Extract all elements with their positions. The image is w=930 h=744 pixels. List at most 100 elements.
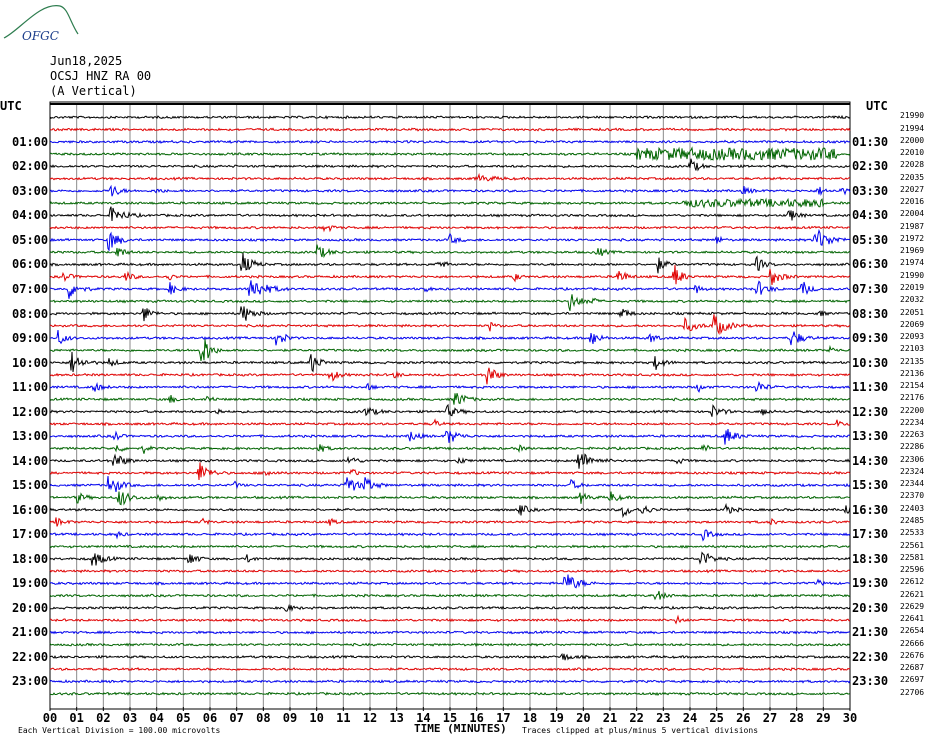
right-hour-label: 22:30 <box>852 649 889 664</box>
logo-text: OFGC <box>22 29 59 43</box>
right-hour-label: 12:30 <box>852 404 889 419</box>
left-hour-label: 19:00 <box>12 576 49 591</box>
x-tick-label: 16 <box>469 711 484 725</box>
trace-line <box>49 517 850 527</box>
left-hour-label: 17:00 <box>12 527 49 542</box>
left-hour-label: 22:00 <box>12 649 49 664</box>
left-hour-label: 18:00 <box>12 551 49 566</box>
trace-line <box>49 429 851 445</box>
trace-count-label: 21969 <box>900 246 925 256</box>
ofgc-logo: OFGC <box>3 5 79 43</box>
trace-count-label: 22263 <box>900 430 925 440</box>
trace-count-label: 22621 <box>900 589 925 599</box>
trace-count-label: 22706 <box>900 687 925 697</box>
x-axis-title: TIME (MINUTES) <box>414 722 507 735</box>
trace-count-label: 22051 <box>900 307 925 317</box>
x-tick-label: 20 <box>576 711 591 725</box>
trace-line <box>49 603 851 612</box>
trace-line <box>49 642 851 647</box>
trace-count-label: 22370 <box>900 491 925 501</box>
trace-line <box>49 244 851 259</box>
trace-line <box>49 228 851 252</box>
trace-count-label: 22027 <box>900 184 925 194</box>
trace-count-label: 22403 <box>900 503 925 513</box>
trace-line <box>49 403 851 417</box>
trace-count-label: 22069 <box>900 319 925 329</box>
trace-count-label: 21987 <box>900 221 925 231</box>
trace-count-label: 22035 <box>900 172 925 182</box>
x-tick-label: 15 <box>442 711 458 725</box>
trace-count-label: 21990 <box>900 270 925 280</box>
trace-count-label: 21994 <box>900 123 925 133</box>
trace-line <box>49 614 851 625</box>
trace-count-label: 22200 <box>900 405 925 415</box>
x-tick-label: 24 <box>682 711 698 725</box>
trace-line <box>49 206 851 222</box>
trace-line <box>49 158 851 172</box>
trace-line <box>49 444 851 454</box>
left-hour-label: 11:00 <box>12 380 49 395</box>
trace-count-label: 21972 <box>900 233 925 243</box>
left-hour-label: 04:00 <box>12 208 49 223</box>
left-hour-label: UTC <box>0 99 22 113</box>
footer-clipping: Traces clipped at plus/minus 5 vertical … <box>522 726 759 735</box>
left-hour-label: 09:00 <box>12 331 49 346</box>
left-hour-label: 16:00 <box>12 502 49 517</box>
trace-line <box>49 418 851 428</box>
trace-count-label: 22687 <box>900 663 925 673</box>
right-hour-label: 09:30 <box>852 331 889 346</box>
left-hour-label: 12:00 <box>12 404 49 419</box>
trace-count-label: 22032 <box>900 295 925 305</box>
header-date: Jun18,2025 <box>50 54 123 68</box>
right-hour-label: 08:30 <box>852 306 889 321</box>
x-tick-label: 10 <box>309 711 324 725</box>
trace-count-label: 22485 <box>900 516 925 526</box>
trace-line <box>49 590 851 601</box>
trace-count-label: 21990 <box>900 111 925 121</box>
right-hour-label: 20:30 <box>852 600 889 615</box>
right-hour-label: 04:30 <box>852 208 889 223</box>
trace-count-label: 22641 <box>900 614 925 624</box>
x-tick-label: 14 <box>416 711 431 725</box>
trace-line <box>49 306 851 322</box>
trace-line <box>49 139 851 145</box>
trace-line <box>49 127 851 132</box>
trace-count-label: 22000 <box>900 135 925 145</box>
logo-swoosh-icon <box>3 5 79 39</box>
trace-line <box>49 491 851 506</box>
trace-line <box>49 330 851 346</box>
right-hour-label: 13:30 <box>852 429 889 444</box>
left-hour-label: 23:00 <box>12 674 49 689</box>
trace-line <box>49 197 851 209</box>
x-tick-label: 05 <box>176 711 191 725</box>
trace-count-label: 22103 <box>900 344 925 354</box>
x-tick-label: 03 <box>122 711 138 725</box>
x-tick-label: 19 <box>549 711 564 725</box>
trace-line <box>49 475 851 492</box>
trace-line <box>49 380 851 393</box>
left-hour-label: 05:00 <box>12 232 49 247</box>
trace-line <box>49 252 851 274</box>
trace-line <box>49 225 851 233</box>
trace-line <box>49 551 851 566</box>
trace-line <box>49 679 851 684</box>
trace-line <box>49 529 851 542</box>
left-hour-label: 03:00 <box>12 183 49 198</box>
trace-line <box>49 568 851 574</box>
trace-line <box>49 544 851 549</box>
trace-line <box>49 502 851 519</box>
trace-count-label: 22612 <box>900 577 925 587</box>
x-tick-label: 01 <box>69 711 84 725</box>
trace-line <box>49 280 850 299</box>
trace-count-label: 22324 <box>900 466 925 476</box>
x-tick-label: 12 <box>362 711 378 725</box>
trace-line <box>49 114 851 120</box>
trace-count-label: 22154 <box>900 381 925 391</box>
trace-count-label: 22344 <box>900 479 925 489</box>
trace-count-label: 22135 <box>900 356 925 366</box>
trace-line <box>49 184 851 197</box>
trace-count-label: 22306 <box>900 454 925 464</box>
x-tick-label: 18 <box>522 711 538 725</box>
right-hour-label: 10:30 <box>852 355 889 370</box>
trace-count-label: 22629 <box>900 601 925 611</box>
